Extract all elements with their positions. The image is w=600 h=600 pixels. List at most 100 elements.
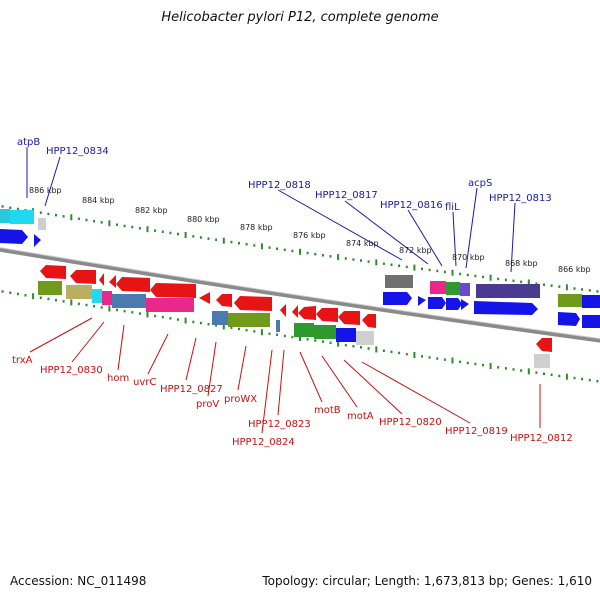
scale-tick-minor — [1, 290, 4, 293]
gene-arrow — [70, 270, 96, 284]
gene-label-top: HPP12_0816 — [380, 200, 443, 211]
gene-arrow — [216, 294, 232, 307]
scale-label: 886 kbp — [29, 186, 62, 195]
gene-feature — [102, 291, 112, 305]
gene-arrow — [338, 311, 360, 325]
scale-tick-minor — [550, 284, 553, 287]
scale-tick-minor — [352, 258, 355, 261]
gene-feature — [92, 289, 102, 303]
scale-tick-minor — [550, 373, 553, 377]
scale-tick-minor — [93, 305, 96, 308]
scale-tick-minor — [436, 357, 439, 360]
gene-feature — [228, 313, 270, 327]
scale-tick-minor — [352, 345, 355, 348]
gene-label-bottom: uvrC — [133, 377, 156, 388]
scale-tick-minor — [459, 360, 462, 364]
genome-backbone — [0, 247, 600, 343]
scale-tick-minor — [55, 298, 57, 302]
scale-tick-major — [565, 284, 568, 291]
scale-tick-minor — [321, 340, 324, 343]
scale-tick-minor — [283, 334, 286, 338]
gene-label-top: acpS — [468, 178, 492, 189]
gene-label-bottom: proV — [196, 399, 219, 410]
scale-tick-minor — [192, 235, 195, 238]
gene-arrow — [418, 296, 426, 306]
scale-tick-major — [70, 214, 73, 221]
scale-tick-major — [108, 305, 111, 312]
map-title: Helicobacter pylori P12, complete genome — [161, 10, 439, 25]
scale-tick-minor — [138, 312, 141, 315]
scale-tick-minor — [588, 378, 591, 382]
gene-feature — [66, 285, 92, 299]
scale-tick-major — [451, 357, 454, 364]
gene-arrow — [292, 305, 298, 318]
scale-tick-minor — [596, 379, 599, 383]
scale-tick-minor — [573, 376, 576, 380]
scale-tick-major — [451, 269, 454, 276]
gene-feature — [146, 298, 194, 312]
gene-feature — [385, 275, 413, 288]
scale-tick-minor — [497, 366, 500, 369]
scale-tick-major — [375, 259, 378, 266]
gene-arrow — [383, 292, 412, 305]
scale-tick-minor — [329, 255, 332, 258]
scale-tick-minor — [504, 278, 507, 282]
gene-arrow — [428, 297, 446, 309]
scale-tick-minor — [283, 248, 286, 252]
scale-tick-minor — [474, 274, 477, 278]
gene-feature — [38, 281, 62, 295]
scale-tick-minor — [558, 285, 561, 288]
scale-tick-minor — [291, 335, 294, 339]
scale-tick-minor — [329, 341, 332, 345]
gene-feature — [112, 294, 146, 308]
scale-tick-minor — [123, 309, 126, 313]
scale-tick-major — [337, 254, 340, 261]
scale-tick-minor — [428, 356, 431, 359]
scale-tick-minor — [276, 247, 279, 250]
scale-tick-minor — [77, 217, 80, 220]
scale-tick-minor — [596, 290, 599, 293]
scale-tick-minor — [268, 246, 271, 249]
scale-label: 884 kbp — [82, 196, 115, 205]
scale-tick-minor — [24, 294, 27, 297]
gene-arrow — [446, 298, 462, 310]
scale-tick-minor — [520, 369, 523, 372]
accession-text: Accession: NC_011498 — [10, 574, 147, 588]
scale-tick-major — [527, 279, 530, 286]
reverse-features — [38, 265, 552, 368]
scale-tick-minor — [199, 236, 202, 239]
scale-tick-major — [184, 317, 187, 324]
scale-tick-minor — [245, 243, 248, 246]
scale-tick-minor — [47, 297, 50, 301]
gene-label-bottom: motB — [314, 405, 341, 416]
gene-arrow — [199, 292, 210, 304]
gene-arrow — [40, 265, 66, 279]
gene-label-bottom: proWX — [224, 394, 257, 405]
scale-tick-minor — [77, 302, 80, 306]
scale-label: 878 kbp — [240, 223, 273, 232]
scale-tick-minor — [85, 218, 88, 222]
scale-tick-minor — [215, 324, 218, 327]
scale-tick-minor — [306, 338, 309, 341]
scale-tick-minor — [230, 326, 233, 329]
scale-tick-minor — [291, 249, 294, 253]
gene-feature — [558, 294, 582, 307]
scale-label: 866 kbp — [558, 265, 591, 274]
gene-label-top: HPP12_0813 — [489, 193, 552, 204]
scale-tick-minor — [482, 275, 484, 279]
gene-label-top: HPP12_0834 — [46, 146, 109, 157]
scale-tick-minor — [215, 238, 218, 241]
scale-tick-minor — [558, 374, 561, 378]
scale-tick-minor — [245, 328, 248, 332]
scale-tick-minor — [466, 361, 469, 365]
bottom-label-leaders — [29, 317, 541, 434]
gene-label-top: HPP12_0817 — [315, 190, 378, 201]
scale-tick-minor — [367, 347, 370, 350]
gene-label-bottom: HPP12_0820 — [379, 417, 442, 428]
scale-tick-minor — [39, 211, 42, 214]
scale-tick-minor — [428, 268, 431, 272]
scale-tick-minor — [154, 229, 157, 232]
scale-tick-minor — [360, 259, 362, 262]
scale-tick-minor — [253, 330, 256, 333]
gene-arrow — [362, 314, 376, 328]
